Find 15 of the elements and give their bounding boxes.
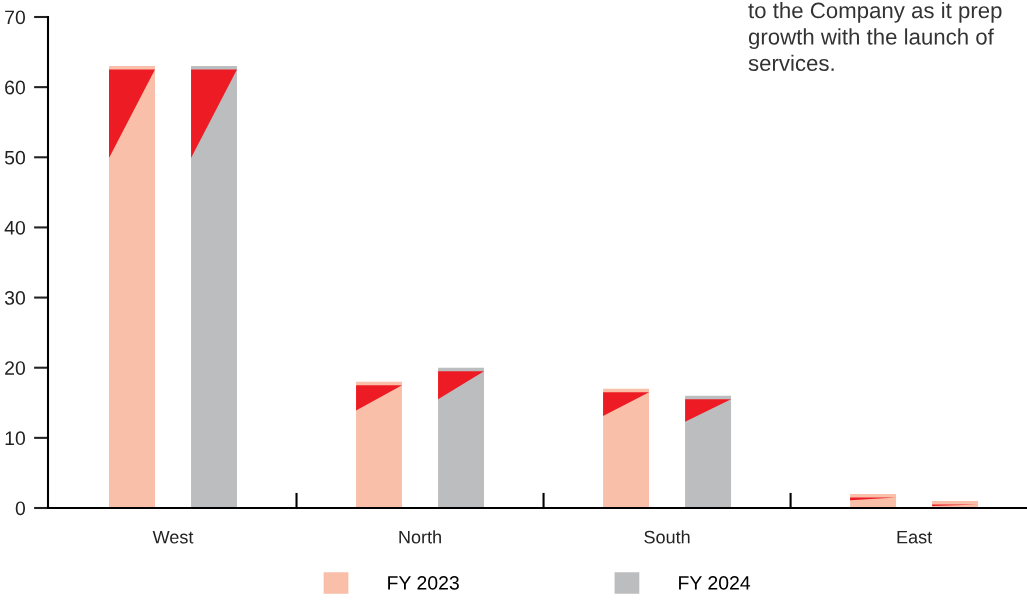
y-tick-label: 50 [4,150,26,165]
annotation: to the Company as it prep growth with the launch of services. [748,2,1002,72]
y-tick-label: 30 [4,291,26,305]
y-tick-label: 0 [15,501,26,516]
x-tick-label: East [897,530,933,544]
legend-label: FY 2024 [679,576,751,590]
x-tick-label: West [152,530,194,544]
y-tick-label: 10 [5,431,26,446]
y-tick-label: 20 [5,361,26,375]
y-tick-label: 70 [5,10,26,25]
x-tick-label: North [399,530,441,544]
y-tick-label: 40 [4,220,26,235]
y-tick-label: 60 [5,80,26,95]
x-tick-label: South [644,530,690,544]
legend-label: FY 2023 [388,576,459,590]
